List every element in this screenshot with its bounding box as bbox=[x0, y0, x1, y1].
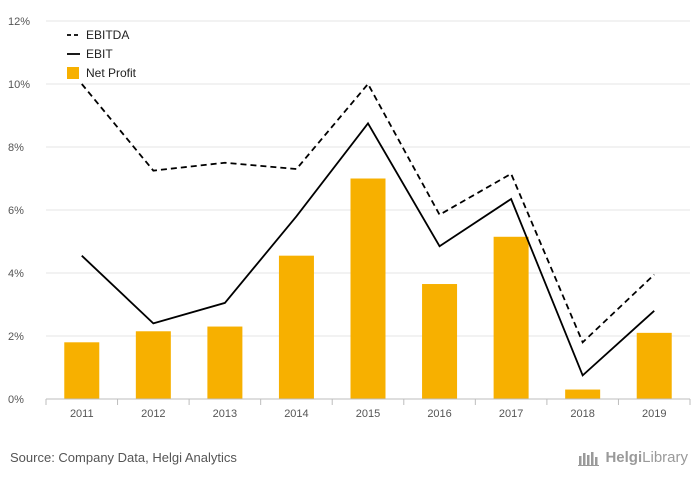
x-tick-label: 2014 bbox=[284, 408, 308, 420]
y-tick-label: 4% bbox=[8, 268, 24, 280]
bar-net-profit-2015 bbox=[350, 178, 386, 399]
chart: 0%2%4%6%8%10%12% 2011 2012 2013 2014 2015 201… bbox=[8, 16, 691, 420]
y-tick-label: 0% bbox=[8, 394, 24, 406]
logo-text-helgi: Helgi bbox=[605, 449, 643, 466]
logo-text-library: Library bbox=[642, 449, 688, 466]
bar-net-profit-2019 bbox=[636, 332, 672, 399]
series-lines bbox=[81, 82, 655, 377]
helgi-library-logo: HelgiLibrary bbox=[577, 449, 688, 466]
x-tick-label: 2017 bbox=[499, 408, 523, 420]
y-tick-label: 8% bbox=[8, 142, 24, 154]
line-ebit bbox=[81, 121, 655, 377]
y-tick-label: 12% bbox=[8, 16, 30, 28]
bar-net-profit-2011 bbox=[64, 342, 100, 399]
bar-net-profit-2017 bbox=[493, 236, 529, 399]
x-tick-label: 2015 bbox=[356, 408, 380, 420]
net-profit-bars bbox=[64, 178, 672, 399]
legend-label-ebit: EBIT bbox=[86, 47, 113, 61]
x-axis: 2011 2012 2013 2014 2015 2016 2017 2018 2019 bbox=[45, 398, 691, 420]
y-tick-label: 2% bbox=[8, 331, 24, 343]
legend-swatch-net-profit bbox=[67, 67, 79, 79]
bar-net-profit-2012 bbox=[135, 331, 171, 399]
bar-net-profit-2013 bbox=[207, 326, 243, 399]
legend: EBITDA EBIT Net Profit bbox=[67, 28, 137, 80]
y-tick-label: 6% bbox=[8, 205, 24, 217]
x-tick-label: 2016 bbox=[427, 408, 451, 420]
x-tick-label: 2012 bbox=[141, 408, 165, 420]
y-axis: 0% 2% 4% 6% 8% 10% 12% bbox=[8, 16, 30, 406]
bar-net-profit-2018 bbox=[565, 389, 601, 399]
legend-label-ebitda: EBITDA bbox=[86, 28, 129, 42]
x-tick-label: 2011 bbox=[70, 408, 94, 420]
legend-label-net-profit: Net Profit bbox=[86, 66, 137, 80]
library-icon bbox=[578, 451, 600, 466]
bar-net-profit-2014 bbox=[278, 255, 314, 399]
x-tick-label: 2018 bbox=[570, 408, 594, 420]
x-tick-label: 2019 bbox=[642, 408, 666, 420]
source-note: Source: Company Data, Helgi Analytics bbox=[10, 450, 237, 465]
y-tick-label: 10% bbox=[8, 79, 30, 91]
bar-net-profit-2016 bbox=[422, 284, 458, 399]
x-tick-label: 2013 bbox=[213, 408, 237, 420]
line-ebitda bbox=[81, 82, 655, 344]
